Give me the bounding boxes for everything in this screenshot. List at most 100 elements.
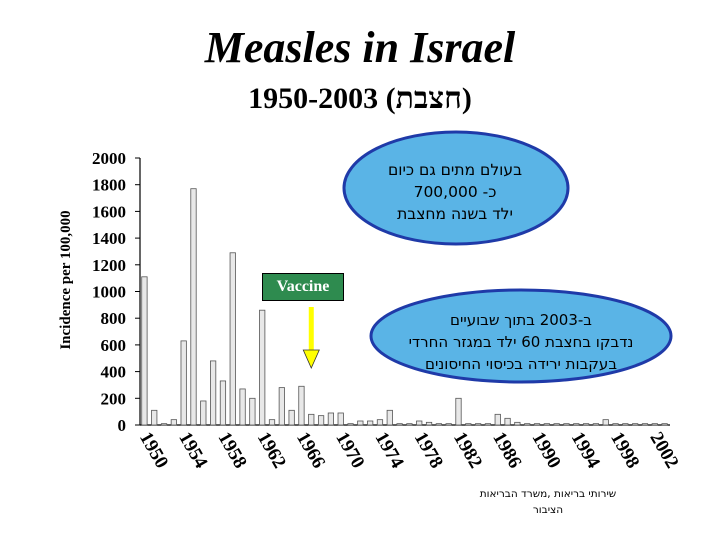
bar-1986 bbox=[494, 413, 501, 426]
chart-bars bbox=[141, 188, 668, 426]
x-tick-label: 1966 bbox=[292, 429, 329, 472]
bar-1976 bbox=[396, 423, 403, 426]
x-tick-label: 1978 bbox=[410, 429, 447, 472]
bar-1958 bbox=[219, 380, 227, 426]
callout-shapes bbox=[342, 130, 673, 384]
y-tick-label: 400 bbox=[101, 363, 127, 382]
y-tick-label: 600 bbox=[101, 336, 127, 355]
bar-1951 bbox=[151, 409, 158, 426]
bar-1952 bbox=[160, 423, 168, 426]
bar-2001 bbox=[641, 423, 649, 426]
y-tick-label: 2000 bbox=[92, 149, 126, 168]
bar-1966 bbox=[298, 385, 305, 426]
bar-1983 bbox=[465, 423, 472, 426]
bar-1975 bbox=[386, 409, 393, 426]
bar-1977 bbox=[406, 423, 413, 426]
x-tick-label: 1986 bbox=[488, 429, 525, 472]
bar-1959 bbox=[229, 252, 236, 426]
chart-subtitle: 1950-2003 (חצבת) bbox=[248, 82, 472, 115]
bar-1989 bbox=[524, 423, 531, 426]
bar-1984 bbox=[475, 423, 482, 426]
y-axis-label: Incidence per 100,000 bbox=[58, 210, 74, 349]
bar-1997 bbox=[602, 419, 609, 426]
y-tick-label: 1600 bbox=[92, 202, 126, 221]
bar-1982 bbox=[455, 397, 462, 426]
bar-1954 bbox=[180, 340, 187, 426]
y-tick-label: 800 bbox=[101, 309, 127, 328]
x-tick-label: 2002 bbox=[645, 429, 682, 472]
bar-1985 bbox=[484, 423, 492, 426]
bar-2002 bbox=[651, 423, 658, 426]
bar-1981 bbox=[445, 423, 452, 426]
bar-1999 bbox=[622, 423, 629, 426]
x-tick-label: 1994 bbox=[567, 429, 604, 473]
x-tick-label: 1950 bbox=[135, 429, 172, 472]
bar-1957 bbox=[210, 360, 217, 426]
source-note-line2: הציבור bbox=[532, 504, 564, 516]
source-note-line1: שירותי בריאות ,משרד הבריאות bbox=[479, 488, 617, 500]
x-tick-label: 1998 bbox=[606, 429, 643, 472]
bar-1963 bbox=[268, 419, 276, 426]
bar-1969 bbox=[327, 412, 335, 426]
x-tick-label: 1958 bbox=[214, 429, 251, 472]
y-tick-label: 1800 bbox=[92, 176, 126, 195]
x-tick-label: 1982 bbox=[449, 429, 486, 472]
bar-1972 bbox=[357, 420, 364, 426]
bar-1979 bbox=[425, 421, 433, 426]
y-tick-label: 0 bbox=[118, 416, 127, 435]
chart-title: Measles in Israel bbox=[204, 23, 516, 72]
bar-1964 bbox=[278, 387, 285, 426]
outbreak-2003-callout-line2: נדבקו בחצבת 60 ילד במגזר החרדי bbox=[408, 333, 634, 351]
bar-1950 bbox=[141, 276, 148, 426]
x-tick-label: 1990 bbox=[528, 429, 565, 472]
bar-1996 bbox=[592, 423, 600, 426]
bar-1978 bbox=[416, 420, 423, 426]
outbreak-2003-callout-line1: ב-2003 בתוך שבועיים bbox=[450, 311, 592, 329]
x-tick-label: 1962 bbox=[253, 429, 290, 472]
bar-1998 bbox=[612, 423, 619, 426]
vaccine-arrow-head bbox=[302, 349, 320, 369]
bar-1961 bbox=[249, 397, 256, 426]
world-deaths-callout-line1: בעולם מתים גם כיום bbox=[387, 161, 523, 179]
bar-1953 bbox=[170, 419, 177, 426]
bar-1987 bbox=[504, 417, 511, 426]
bar-1995 bbox=[582, 423, 590, 426]
bar-2003 bbox=[661, 423, 668, 426]
bar-1988 bbox=[514, 421, 521, 426]
bar-1967 bbox=[308, 413, 315, 426]
x-tick-label: 1970 bbox=[331, 429, 368, 472]
y-tick-label: 1000 bbox=[92, 283, 126, 302]
world-deaths-callout-line3: ילד בשנה מחצבת bbox=[397, 205, 513, 223]
bar-1973 bbox=[367, 420, 374, 426]
outbreak-2003-callout-line3: בעקבות ירידה בכיסוי החיסונים bbox=[424, 355, 617, 373]
x-tick-label: 1954 bbox=[174, 429, 211, 473]
bar-1994 bbox=[573, 423, 580, 426]
outbreak-2003-callout-ellipse bbox=[369, 288, 673, 384]
world-deaths-callout-line2: כ- 700,000 bbox=[413, 183, 497, 201]
bar-1980 bbox=[435, 423, 442, 426]
x-tick-labels: 1950 1954 1958 1962 1966 1970 1974 1978 1982 1986… bbox=[135, 429, 683, 473]
bar-1960 bbox=[239, 388, 246, 426]
bar-1991 bbox=[543, 423, 550, 426]
y-tick-labels: 0 200 400 600 800 1000 1200 1400 1600 1800 2000 bbox=[92, 149, 140, 435]
bar-1971 bbox=[347, 423, 354, 426]
x-tick-label: 1974 bbox=[371, 429, 408, 473]
bar-1993 bbox=[563, 423, 570, 426]
bar-1955 bbox=[190, 188, 197, 426]
bar-1956 bbox=[200, 400, 207, 426]
bar-1962 bbox=[259, 309, 266, 426]
bar-1974 bbox=[376, 419, 384, 426]
y-tick-label: 1200 bbox=[92, 256, 126, 275]
vaccine-arrow bbox=[302, 307, 320, 369]
source-note: שירותי בריאות ,משרד הבריאות הציבור bbox=[478, 486, 618, 518]
bar-1970 bbox=[337, 412, 344, 426]
world-deaths-callout: בעולם מתים גם כיום כ- 700,000 ילד בשנה מ… bbox=[345, 159, 565, 225]
bar-1968 bbox=[317, 415, 325, 426]
outbreak-2003-callout: ב-2003 בתוך שבועיים נדבקו בחצבת 60 ילד ב… bbox=[373, 309, 669, 375]
vaccine-label: Vaccine bbox=[262, 273, 344, 301]
world-deaths-callout-ellipse bbox=[342, 130, 570, 246]
y-tick-label: 1400 bbox=[92, 229, 126, 248]
bar-1965 bbox=[288, 409, 295, 426]
y-tick-label: 200 bbox=[101, 389, 127, 408]
